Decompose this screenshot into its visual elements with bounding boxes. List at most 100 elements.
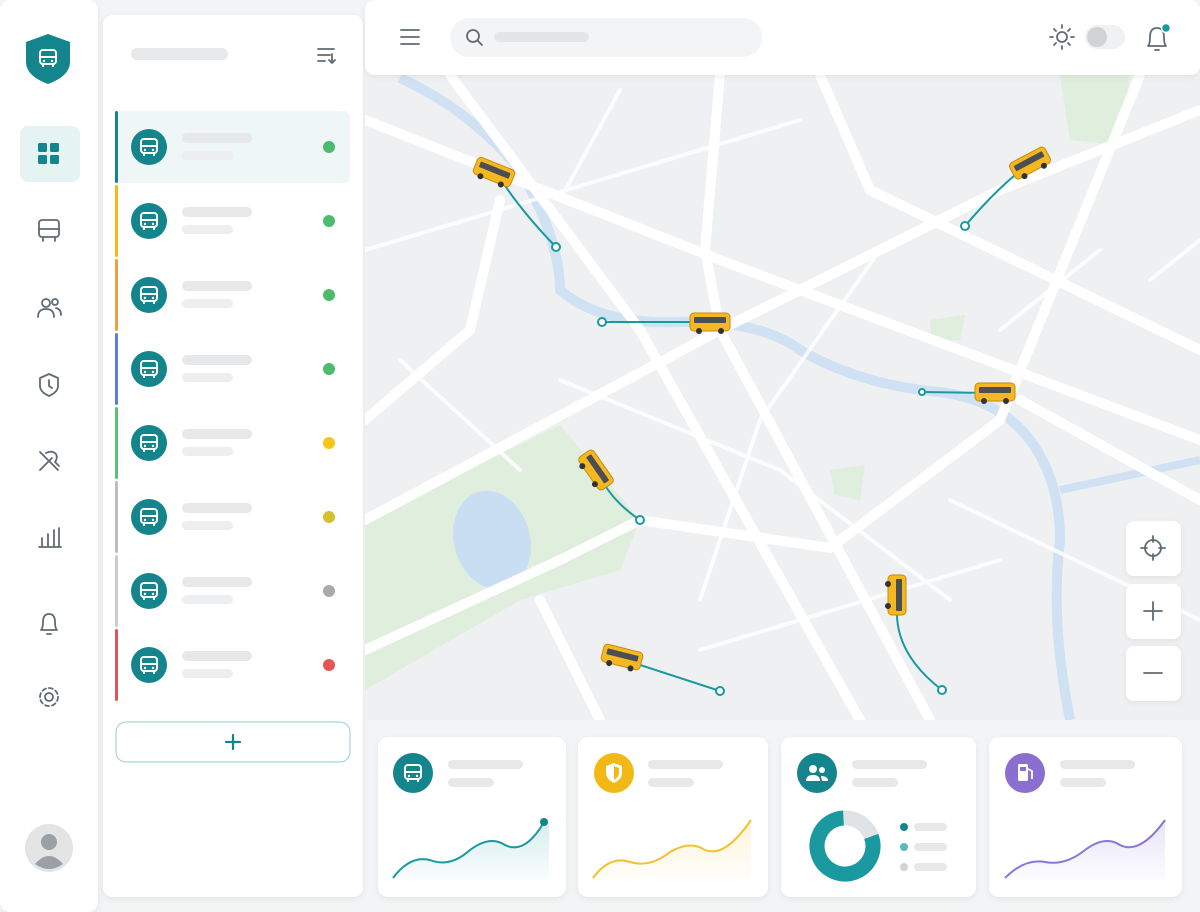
top-bar (365, 0, 1200, 75)
sort-button[interactable] (317, 48, 336, 64)
nav-vehicles[interactable] (38, 219, 60, 242)
card-drivers[interactable] (781, 737, 976, 897)
nav-safety-part (39, 373, 59, 397)
nav-maintenance-part (39, 450, 60, 471)
card-fuel-part (1060, 760, 1135, 769)
sort-button-part (328, 53, 336, 64)
nav-dashboard-part (38, 155, 47, 164)
search-box-part (494, 32, 589, 42)
map-part-part (960, 221, 970, 231)
vehicle-row[interactable] (115, 259, 335, 331)
nav-drivers-part (55, 307, 62, 316)
nav-safety[interactable] (39, 373, 59, 397)
row-accent (115, 185, 118, 257)
row-subtitle (182, 669, 233, 678)
nav-dashboard-part (38, 143, 47, 152)
row-accent (115, 111, 118, 183)
vehicle-row[interactable] (115, 333, 335, 405)
map-part-part (558, 378, 952, 602)
vehicle-list-part (131, 48, 228, 60)
vehicle-row[interactable] (115, 629, 335, 701)
vehicle-row[interactable] (115, 407, 335, 479)
add-vehicle-button[interactable] (115, 721, 351, 763)
map-part-part (365, 195, 505, 425)
map-part (1059, 456, 1200, 494)
nav-rail (0, 0, 98, 912)
nav-rail-part (0, 0, 98, 912)
map-part (397, 75, 1075, 720)
map-part-part (597, 317, 607, 327)
map-part-part (398, 358, 522, 472)
row-status (323, 141, 335, 153)
card-drivers-part (809, 765, 817, 773)
card-drivers-part (852, 778, 898, 787)
row-title (182, 577, 252, 587)
row-title (182, 651, 252, 661)
theme-toggle[interactable] (1085, 25, 1125, 49)
map-part (365, 88, 1200, 652)
vehicle-row[interactable] (115, 555, 335, 627)
map-part-part (1015, 395, 1200, 505)
nav-settings[interactable] (39, 687, 59, 707)
map-controls (1126, 521, 1181, 701)
card-fuel-part (1020, 767, 1026, 771)
avatar[interactable] (25, 824, 73, 872)
theme-icon-part (1056, 31, 1068, 43)
theme-icon[interactable] (1049, 24, 1075, 50)
map-part (453, 490, 531, 590)
card-fleet[interactable] (378, 737, 566, 897)
nav-alerts[interactable] (40, 613, 58, 635)
card-fleet-part (540, 818, 548, 826)
locate-button[interactable] (1126, 521, 1181, 576)
card-drivers-part (797, 753, 837, 793)
map-part-part (918, 388, 926, 396)
nav-active[interactable] (20, 126, 80, 182)
zoom-in-button[interactable] (1126, 584, 1181, 639)
card-safety-part (614, 766, 619, 780)
row-status (323, 585, 335, 597)
nav-drivers[interactable] (37, 298, 62, 318)
map-part (1060, 75, 1130, 145)
nav-reports[interactable] (38, 527, 62, 548)
map-part-part (998, 248, 1102, 332)
card-fleet-part (448, 778, 494, 787)
card-drivers-part (821, 776, 828, 781)
avatar-part (41, 834, 57, 850)
map-part (930, 315, 965, 342)
nav-dashboard[interactable] (38, 143, 59, 164)
card-safety-part (648, 778, 694, 787)
nav-maintenance[interactable] (39, 450, 60, 471)
row-subtitle (182, 151, 233, 160)
row-subtitle (182, 225, 233, 234)
theme-toggle-part (1087, 27, 1107, 47)
row-title (182, 133, 252, 143)
nav-settings-part (44, 692, 54, 702)
map-part-part (558, 88, 622, 202)
nav-dashboard-part (50, 155, 59, 164)
card-safety-part (592, 819, 752, 879)
nav-dashboard-part (50, 143, 59, 152)
map-part-part (365, 105, 1200, 525)
menu-button[interactable] (400, 29, 420, 45)
vehicle-row[interactable] (115, 481, 335, 553)
row-title (182, 207, 252, 217)
row-status (323, 437, 335, 449)
vehicle-row[interactable] (115, 185, 335, 257)
zoom-out-button[interactable] (1126, 646, 1181, 701)
card-fuel[interactable] (989, 737, 1182, 897)
map-part (830, 465, 865, 500)
notifications-button[interactable] (1147, 22, 1172, 51)
vehicle-list-part (103, 15, 363, 897)
card-safety[interactable] (578, 737, 768, 897)
card-fleet-part (448, 760, 523, 769)
search-box[interactable] (450, 18, 762, 57)
nav-safety-part (48, 379, 53, 389)
add-vehicle-button-part (224, 733, 242, 751)
map[interactable] (365, 75, 1200, 720)
vehicle-list-part (115, 111, 335, 701)
row-accent (115, 259, 118, 331)
map-part-part (1148, 238, 1200, 282)
vehicle-row[interactable] (115, 111, 335, 183)
nav-settings-part (39, 687, 59, 707)
